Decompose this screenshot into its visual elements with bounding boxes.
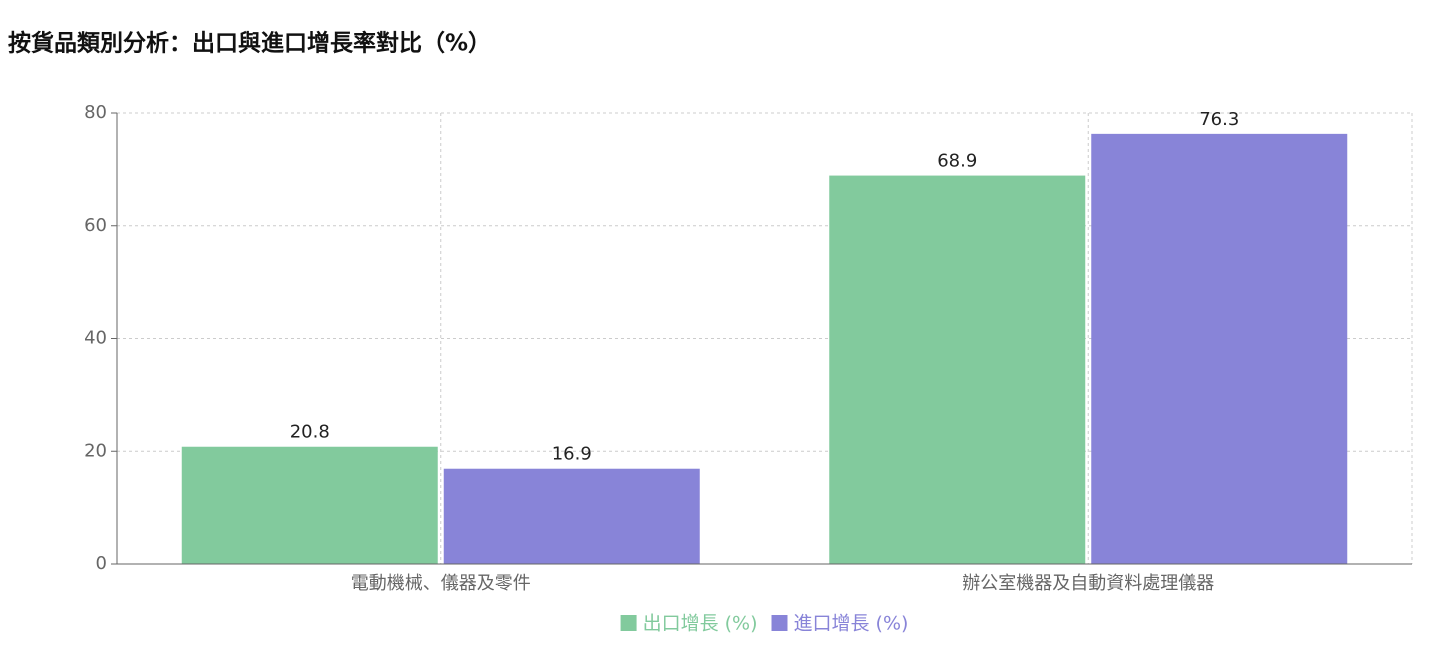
data-label: 68.9 (937, 151, 977, 172)
legend-label: 進口增長 (%) (794, 613, 909, 635)
legend-swatch (620, 615, 637, 631)
data-label: 76.3 (1199, 109, 1239, 130)
chart-title: 按貨品類別分析：出口與進口增長率對比（%） (8, 30, 491, 57)
bar (443, 468, 700, 564)
y-tick-label: 80 (84, 102, 107, 123)
bar (181, 446, 438, 564)
data-label: 16.9 (552, 444, 592, 465)
x-tick-label: 辦公室機器及自動資料處理儀器 (962, 573, 1214, 594)
bar (1091, 133, 1348, 564)
data-label: 20.8 (290, 422, 330, 443)
y-tick-label: 20 (84, 440, 107, 461)
legend-label: 出口增長 (%) (643, 613, 758, 635)
y-tick-label: 60 (84, 215, 107, 236)
y-tick-label: 40 (84, 328, 107, 349)
legend: 出口增長 (%) 進口增長 (%) (620, 613, 909, 635)
legend-swatch (771, 615, 788, 631)
y-tick-label: 0 (96, 553, 107, 574)
x-tick-label: 電動機械、儀器及零件 (351, 573, 531, 594)
bar (829, 175, 1086, 565)
